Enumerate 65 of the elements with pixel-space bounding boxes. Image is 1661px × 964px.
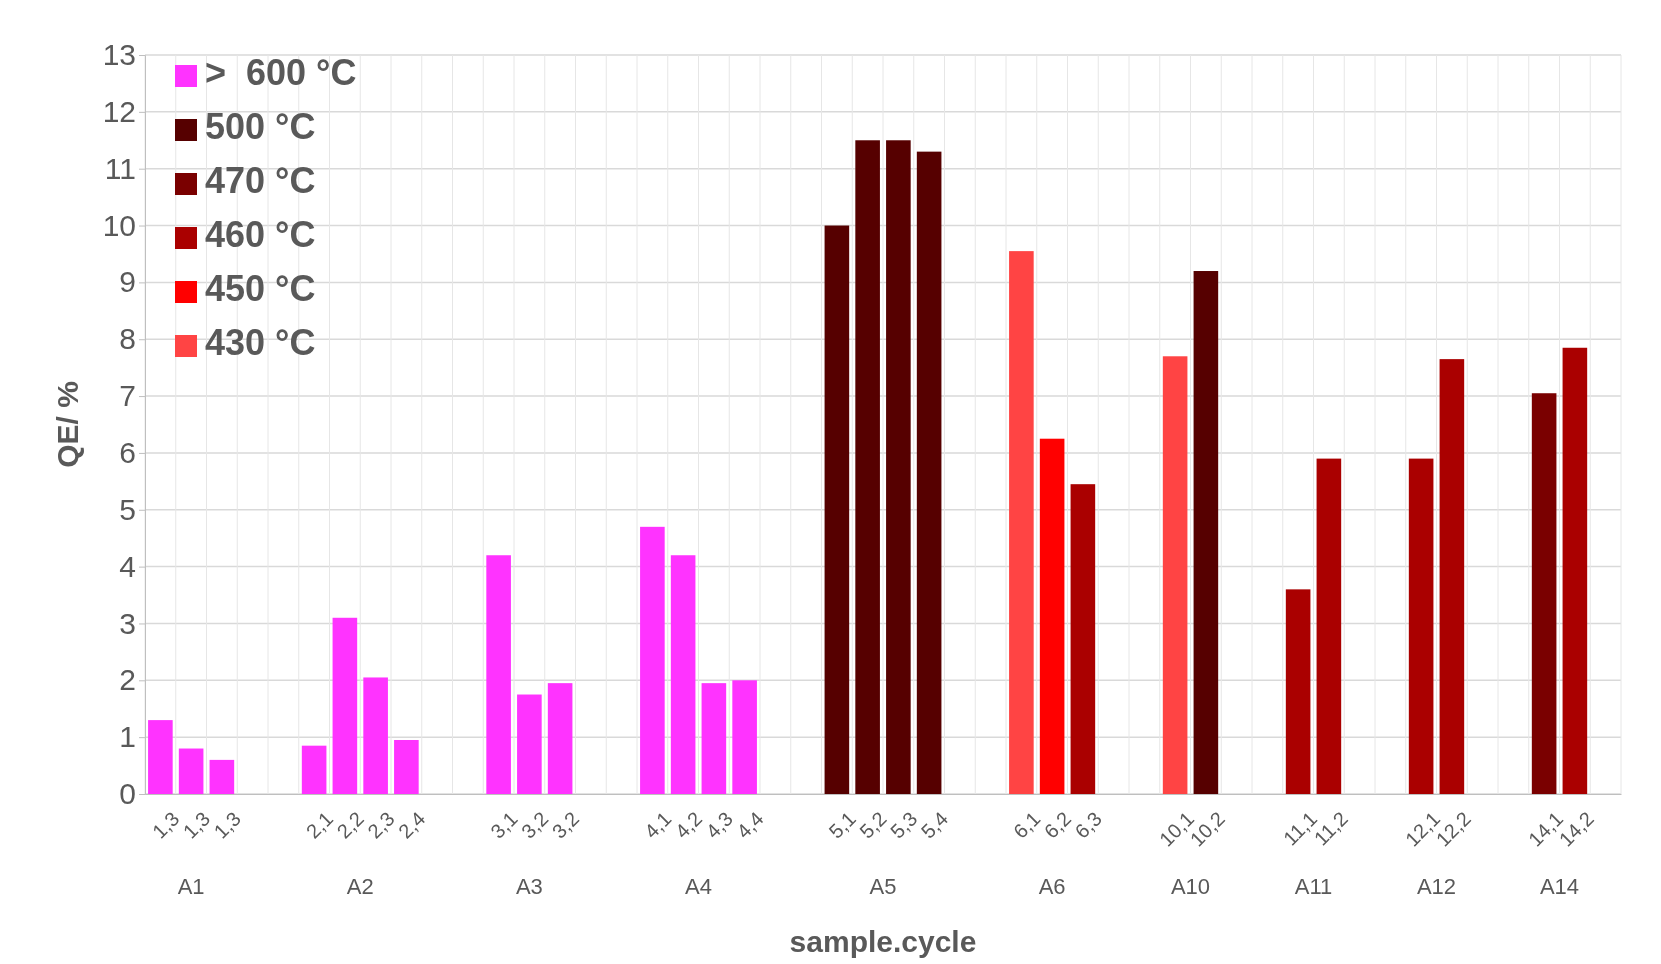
bar xyxy=(148,720,173,794)
legend-label: 450 °C xyxy=(205,268,316,309)
bar xyxy=(517,694,542,794)
text: A12 xyxy=(1416,874,1457,899)
y-tick-label: 7 xyxy=(119,379,136,413)
bar xyxy=(332,617,358,794)
bar xyxy=(670,555,696,794)
legend-label: 460 °C xyxy=(205,214,316,255)
bar xyxy=(701,683,727,794)
x-tick-label: 4,1 xyxy=(640,807,676,843)
bar xyxy=(732,680,757,794)
y-tick-label: 4 xyxy=(119,549,136,583)
bar xyxy=(1039,438,1065,794)
bar xyxy=(1439,359,1465,794)
bar xyxy=(1408,458,1434,794)
y-tick-label: 3 xyxy=(119,606,136,640)
text: A2 xyxy=(346,874,374,899)
bar xyxy=(916,151,942,794)
y-tick-label: 0 xyxy=(119,777,136,811)
x-tick-label: 4,4 xyxy=(732,807,768,843)
x-axis-title: sample.cycle xyxy=(789,925,977,958)
bar xyxy=(394,740,419,794)
y-tick-label: 9 xyxy=(119,265,136,299)
bar xyxy=(486,555,511,794)
bar xyxy=(824,225,850,794)
bar xyxy=(1070,484,1096,794)
text: A3 xyxy=(515,874,543,899)
bar xyxy=(1562,347,1588,794)
bar xyxy=(1162,356,1188,794)
legend-label: > 600 °C xyxy=(205,52,357,93)
legend-label: 470 °C xyxy=(205,160,316,201)
y-tick-label: 8 xyxy=(119,322,136,356)
y-axis-title: QE/ % xyxy=(51,381,84,468)
bar xyxy=(886,140,911,794)
text: A4 xyxy=(685,874,712,899)
y-tick-label: 2 xyxy=(119,663,136,697)
y-tick-label: 12 xyxy=(102,94,136,128)
text: A10 xyxy=(1170,874,1211,899)
bar xyxy=(1531,393,1557,794)
text: A1 xyxy=(177,874,205,899)
bar xyxy=(1009,251,1034,794)
y-tick-label: 10 xyxy=(102,208,136,242)
bar xyxy=(1316,458,1342,794)
x-tick-label: 2,1 xyxy=(301,807,338,843)
text: A14 xyxy=(1539,874,1580,899)
y-tick-label: 11 xyxy=(104,151,136,185)
bar xyxy=(1193,271,1219,794)
y-tick-label: 13 xyxy=(102,38,136,72)
bar xyxy=(363,677,388,794)
bar xyxy=(209,759,235,794)
bar xyxy=(1285,589,1311,794)
legend-label: 430 °C xyxy=(205,322,316,363)
bar xyxy=(640,526,665,794)
bar xyxy=(855,140,880,794)
bar xyxy=(178,748,204,794)
x-tick-label: 6,1 xyxy=(1009,807,1045,843)
bar xyxy=(301,745,327,794)
y-tick-label: 5 xyxy=(119,492,136,526)
y-tick-label: 6 xyxy=(119,436,136,470)
text: A5 xyxy=(869,874,897,899)
y-tick-label: 1 xyxy=(119,720,136,754)
bar xyxy=(547,683,573,794)
legend-label: 500 °C xyxy=(205,106,316,147)
text: A11 xyxy=(1294,874,1333,899)
text: A6 xyxy=(1038,874,1066,899)
